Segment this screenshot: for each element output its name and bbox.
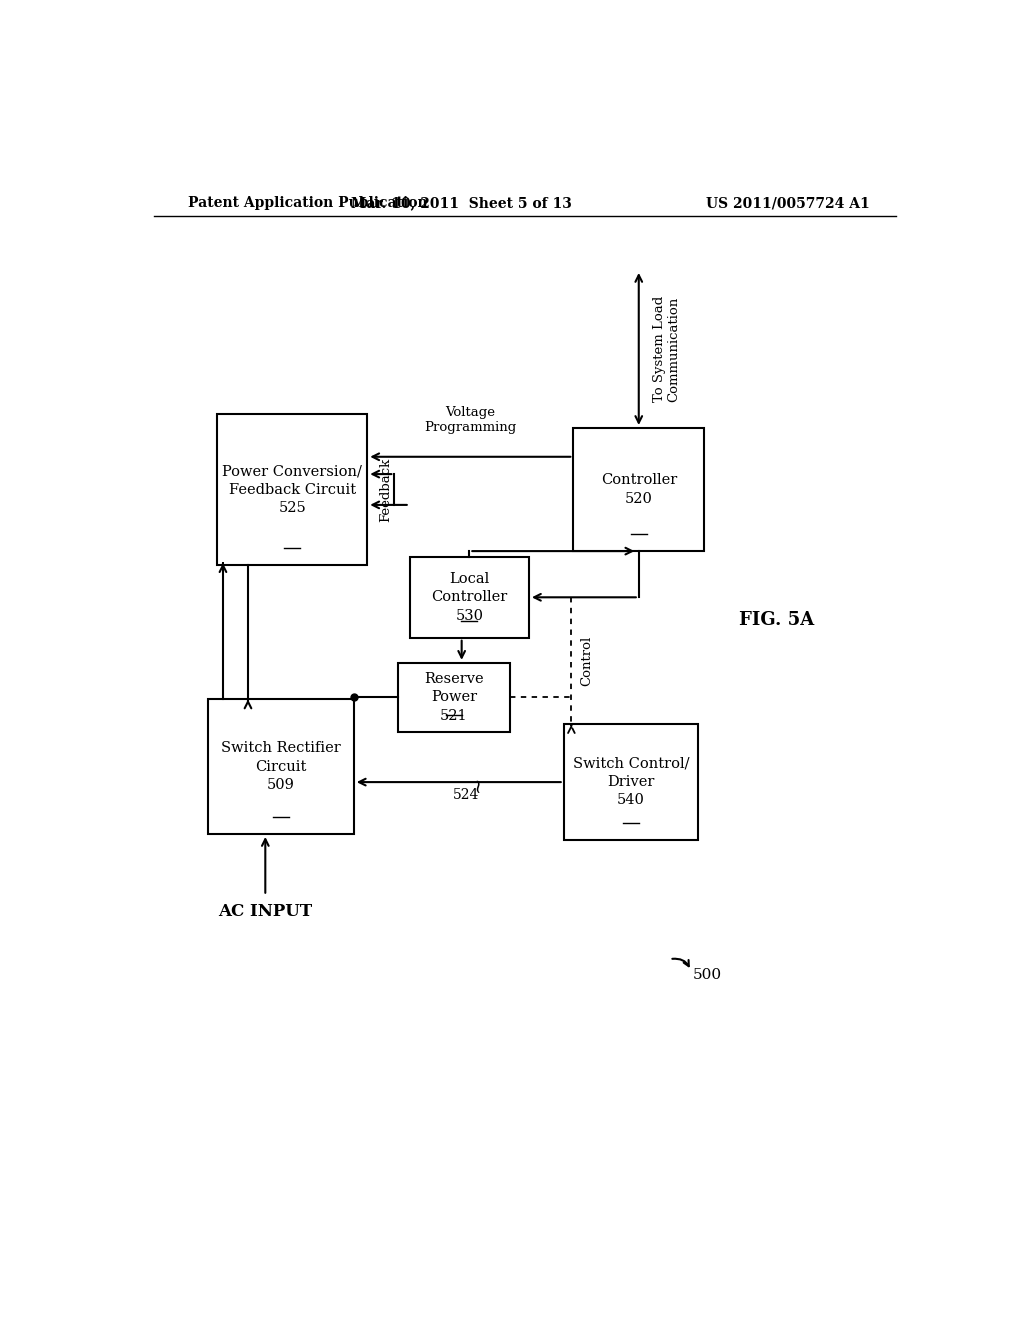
Text: ∼: ∼ xyxy=(469,775,487,792)
Text: Controller
520: Controller 520 xyxy=(601,474,677,506)
Text: Power Conversion/
Feedback Circuit
525: Power Conversion/ Feedback Circuit 525 xyxy=(222,465,362,515)
Text: Switch Rectifier
Circuit
509: Switch Rectifier Circuit 509 xyxy=(221,742,341,792)
Bar xyxy=(410,557,529,638)
Text: Switch Control/
Driver
540: Switch Control/ Driver 540 xyxy=(572,756,689,808)
Bar xyxy=(398,663,510,733)
Text: US 2011/0057724 A1: US 2011/0057724 A1 xyxy=(706,197,869,210)
Text: Mar. 10, 2011  Sheet 5 of 13: Mar. 10, 2011 Sheet 5 of 13 xyxy=(351,197,572,210)
Text: Control: Control xyxy=(581,636,594,686)
Text: To System Load
Communication: To System Load Communication xyxy=(652,296,681,403)
Bar xyxy=(208,700,354,834)
Text: Feedback: Feedback xyxy=(379,457,392,521)
Bar xyxy=(217,414,368,565)
Bar xyxy=(563,725,698,840)
Bar xyxy=(573,428,705,552)
Text: 500: 500 xyxy=(692,968,722,982)
Text: Patent Application Publication: Patent Application Publication xyxy=(188,197,428,210)
Text: AC INPUT: AC INPUT xyxy=(218,903,312,920)
Text: FIG. 5A: FIG. 5A xyxy=(739,611,814,630)
Text: Reserve
Power
521: Reserve Power 521 xyxy=(424,672,483,723)
Text: Voltage
Programming: Voltage Programming xyxy=(424,405,516,434)
Text: Local
Controller
530: Local Controller 530 xyxy=(431,572,508,623)
Text: 524: 524 xyxy=(454,788,479,803)
